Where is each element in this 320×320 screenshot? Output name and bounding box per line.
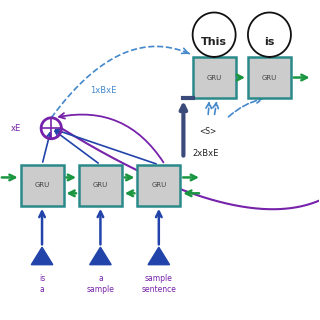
Text: <S>: <S>: [199, 127, 217, 136]
Text: GRU: GRU: [93, 182, 108, 188]
Text: a
sample: a sample: [86, 274, 114, 294]
Text: GRU: GRU: [262, 75, 277, 81]
FancyBboxPatch shape: [137, 165, 180, 206]
Text: 2xBxE: 2xBxE: [193, 149, 219, 158]
Text: 1xBxE: 1xBxE: [90, 86, 117, 95]
Text: GRU: GRU: [151, 182, 166, 188]
Text: is: is: [264, 37, 275, 47]
Text: sample
sentence: sample sentence: [141, 274, 176, 294]
Text: GRU: GRU: [206, 75, 222, 81]
Text: is
a: is a: [39, 274, 45, 294]
FancyBboxPatch shape: [79, 165, 122, 206]
Text: GRU: GRU: [35, 182, 50, 188]
Polygon shape: [148, 247, 170, 265]
FancyBboxPatch shape: [20, 165, 64, 206]
FancyBboxPatch shape: [248, 57, 291, 98]
Text: xE: xE: [10, 124, 20, 133]
Polygon shape: [90, 247, 111, 265]
FancyBboxPatch shape: [193, 57, 236, 98]
Text: This: This: [201, 37, 227, 47]
Polygon shape: [31, 247, 53, 265]
